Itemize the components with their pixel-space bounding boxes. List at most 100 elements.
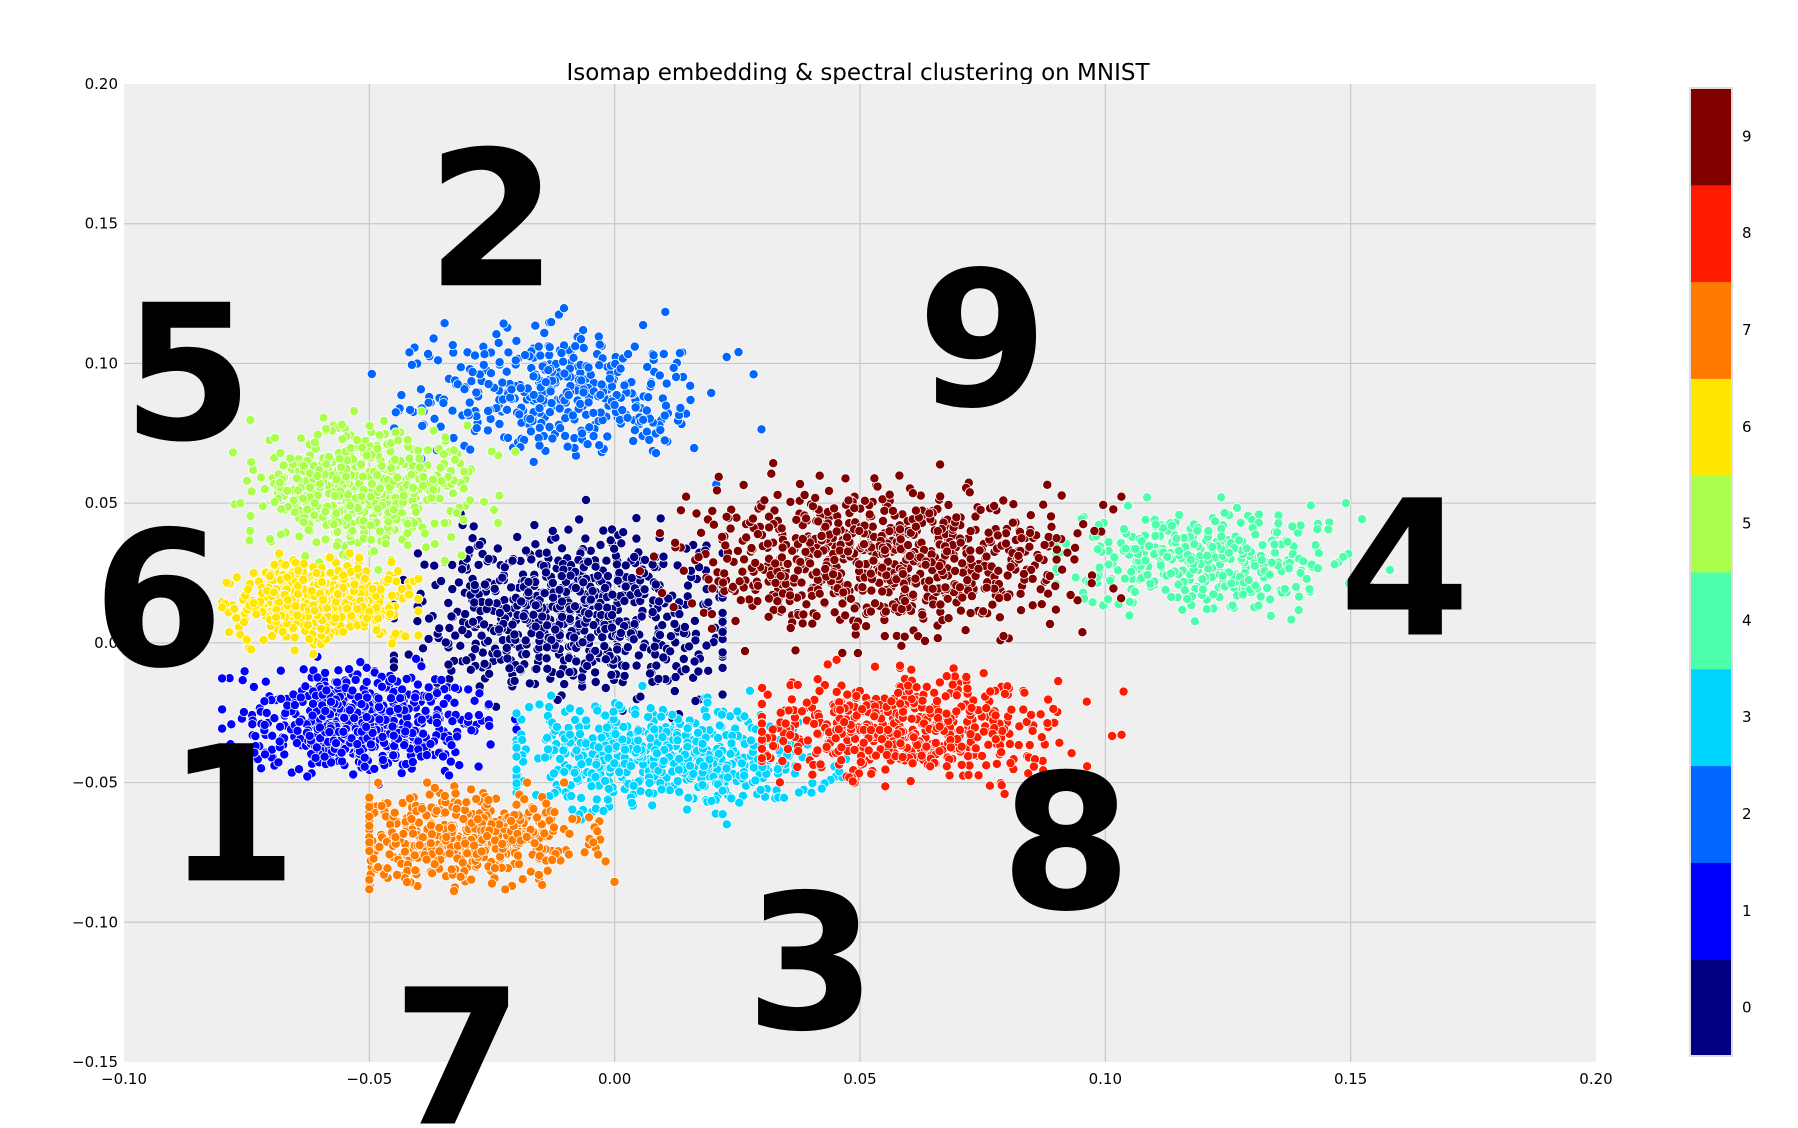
point: [978, 726, 989, 737]
point: [376, 800, 387, 811]
point: [590, 772, 601, 783]
point: [663, 593, 674, 604]
point: [661, 378, 672, 389]
point: [250, 731, 261, 742]
point: [485, 739, 496, 750]
point: [257, 501, 268, 512]
point: [463, 684, 474, 695]
point: [592, 570, 603, 581]
point: [455, 640, 466, 651]
point: [364, 837, 375, 848]
point: [647, 607, 658, 618]
point: [506, 384, 517, 395]
point: [674, 787, 685, 798]
point: [816, 783, 827, 794]
point: [447, 405, 458, 416]
point: [473, 761, 484, 772]
point: [377, 755, 388, 766]
point: [1119, 524, 1130, 535]
point: [644, 434, 655, 445]
point: [373, 693, 384, 704]
point: [921, 681, 932, 692]
point: [359, 761, 370, 772]
point: [647, 800, 658, 811]
point: [462, 848, 473, 859]
point: [688, 672, 699, 683]
point: [542, 663, 553, 674]
point: [932, 696, 943, 707]
point: [510, 446, 521, 457]
point: [1291, 581, 1302, 592]
point: [483, 699, 494, 710]
point: [289, 645, 300, 656]
point: [348, 769, 359, 780]
point: [654, 596, 665, 607]
point: [978, 668, 989, 679]
point: [606, 669, 617, 680]
point: [389, 807, 400, 818]
point: [555, 754, 566, 765]
point: [474, 688, 485, 699]
point: [268, 587, 279, 598]
point: [457, 625, 468, 636]
point: [690, 635, 701, 646]
point: [717, 608, 728, 619]
point: [835, 704, 846, 715]
point: [417, 420, 428, 431]
point: [446, 740, 457, 751]
point: [801, 697, 812, 708]
point: [1094, 562, 1105, 573]
point: [903, 680, 914, 691]
point: [1174, 509, 1185, 520]
point: [457, 564, 468, 575]
point: [465, 495, 476, 506]
point: [239, 666, 250, 677]
point: [689, 615, 700, 626]
point: [289, 632, 300, 643]
point: [674, 753, 685, 764]
point: [555, 669, 566, 680]
point: [469, 695, 480, 706]
point: [519, 794, 530, 805]
point: [655, 513, 666, 524]
point: [537, 611, 548, 622]
point: [320, 667, 331, 678]
point: [600, 654, 611, 665]
point: [640, 555, 651, 566]
point: [1038, 499, 1049, 510]
point: [223, 754, 234, 765]
point: [865, 725, 876, 736]
point: [276, 504, 287, 515]
point: [620, 560, 631, 571]
point: [443, 659, 454, 670]
point: [1305, 500, 1316, 511]
point: [383, 574, 394, 585]
point: [807, 769, 818, 780]
point: [734, 797, 745, 808]
point: [438, 698, 449, 709]
point: [472, 814, 483, 825]
point: [1216, 531, 1227, 542]
point: [223, 627, 234, 638]
point: [274, 736, 285, 747]
point: [562, 441, 573, 452]
point: [822, 659, 833, 670]
point: [466, 874, 477, 885]
point: [483, 795, 494, 806]
point: [247, 719, 258, 730]
point: [790, 645, 801, 656]
point: [777, 756, 788, 767]
point: [364, 811, 375, 822]
point: [414, 453, 425, 464]
point: [479, 619, 490, 630]
point: [721, 763, 732, 774]
point: [467, 533, 478, 544]
point: [231, 613, 242, 624]
point: [689, 656, 700, 667]
point: [578, 387, 589, 398]
point: [316, 577, 327, 588]
point: [347, 525, 358, 536]
point: [511, 799, 522, 810]
point: [522, 777, 533, 788]
point: [481, 831, 492, 842]
